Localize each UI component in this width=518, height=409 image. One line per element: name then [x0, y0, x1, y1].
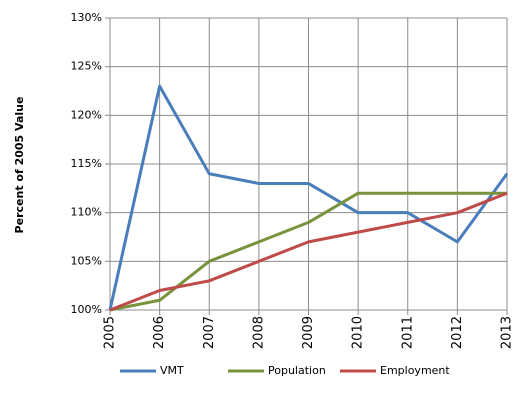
x-tick-label: 2006 — [152, 316, 167, 349]
y-axis-label: Percent of 2005 Value — [13, 97, 26, 234]
x-tick-label: 2009 — [301, 316, 316, 349]
y-tick-label: 130% — [71, 11, 102, 24]
line-2 — [109, 191, 508, 312]
legend-label: Population — [268, 364, 326, 377]
y-tick-label: 100% — [71, 303, 102, 316]
x-tick-label: 2010 — [351, 316, 366, 349]
x-tick-label: 2011 — [400, 316, 415, 349]
x-tick-label: 2008 — [251, 316, 266, 349]
y-tick-label: 120% — [71, 108, 102, 121]
y-tick-label: 105% — [71, 254, 102, 267]
y-tick-label: 115% — [71, 157, 102, 170]
x-tick-label: 2007 — [202, 316, 217, 349]
y-tick-label: 110% — [71, 206, 102, 219]
y-tick-label: 125% — [71, 60, 102, 73]
x-tick-label: 2012 — [450, 316, 465, 349]
legend-label: Employment — [380, 364, 450, 377]
legend-label: VMT — [160, 364, 184, 377]
line-0 — [108, 84, 509, 311]
x-tick-label: 2013 — [500, 316, 515, 349]
x-tick-label: 2005 — [103, 316, 118, 349]
